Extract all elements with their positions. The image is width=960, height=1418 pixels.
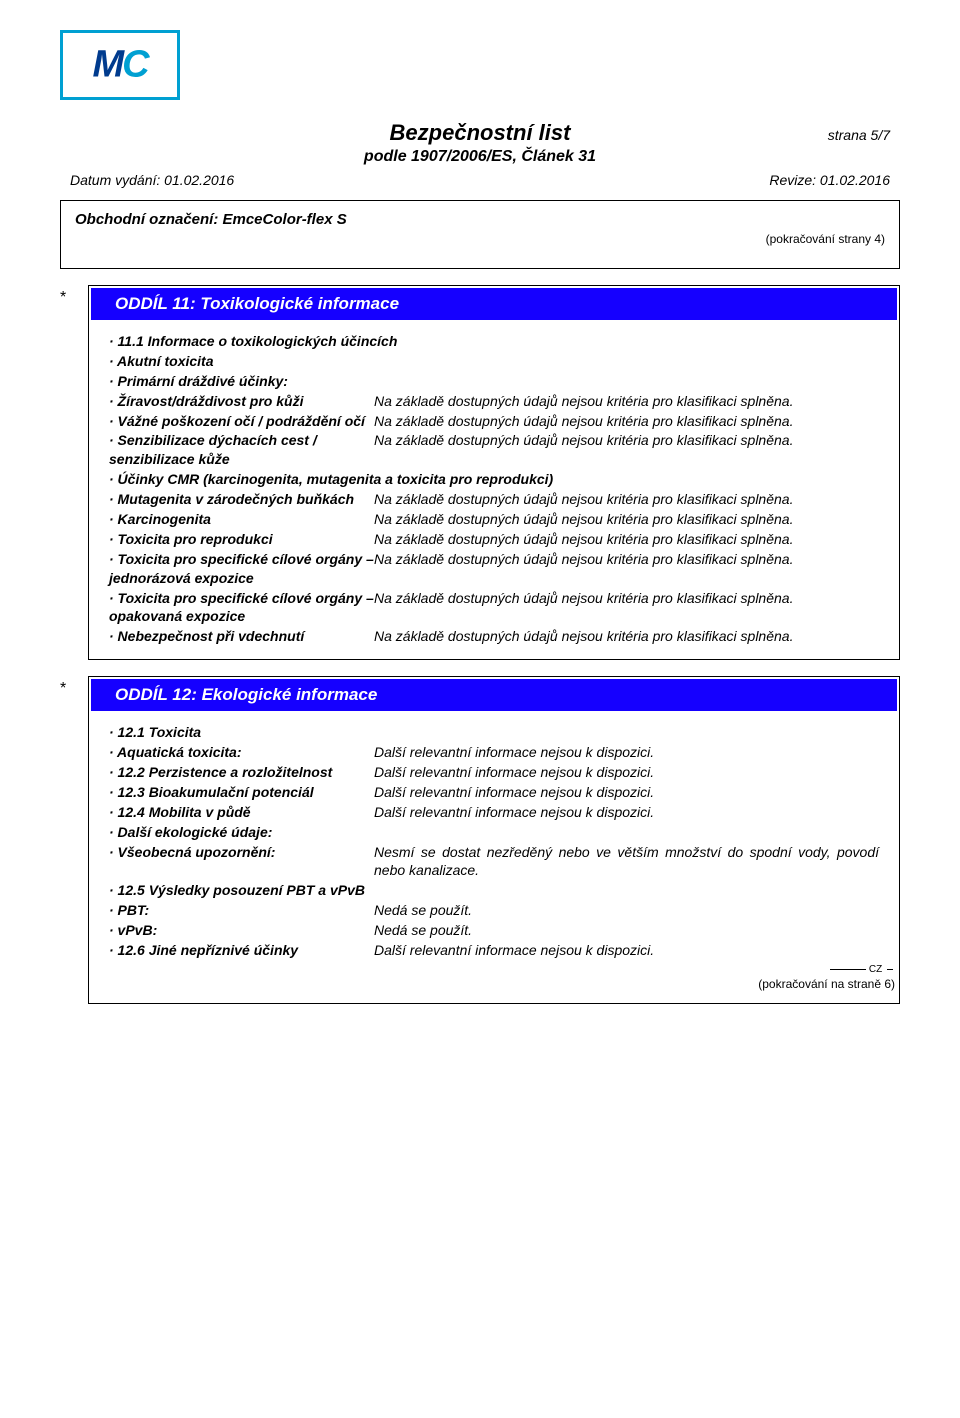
continuation-from: (pokračování strany 4)	[75, 232, 885, 246]
property-row: · Toxicita pro reprodukciNa základě dost…	[109, 530, 879, 549]
section-12-box: ODDÍL 12: Ekologické informace · 12.1 To…	[88, 676, 900, 1004]
property-label: · Žíravost/dráždivost pro kůži	[109, 392, 374, 411]
property-row: · 12.3 Bioakumulační potenciálDalší rele…	[109, 783, 879, 802]
issue-date: Datum vydání: 01.02.2016	[70, 172, 234, 188]
property-label: · Akutní toxicita	[109, 352, 214, 371]
property-row: · Senzibilizace dýchacích cest / senzibi…	[109, 431, 879, 469]
cz-tag: CZ	[89, 964, 899, 975]
property-row: · Toxicita pro specifické cílové orgány …	[109, 589, 879, 627]
property-value: Další relevantní informace nejsou k disp…	[374, 763, 879, 782]
property-value: Na základě dostupných údajů nejsou krité…	[374, 589, 879, 608]
property-value: Nesmí se dostat nezředěný nebo ve větším…	[374, 843, 879, 881]
section-12-asterisk: *	[60, 676, 88, 698]
property-label: · Toxicita pro specifické cílové orgány …	[109, 550, 374, 588]
property-value: Další relevantní informace nejsou k disp…	[374, 783, 879, 802]
logo: MC	[60, 30, 180, 100]
property-value: Další relevantní informace nejsou k disp…	[374, 803, 879, 822]
property-label: · Toxicita pro specifické cílové orgány …	[109, 589, 374, 627]
property-row: · Účinky CMR (karcinogenita, mutagenita …	[109, 470, 879, 489]
logo-text: MC	[92, 44, 147, 87]
property-value: Na základě dostupných údajů nejsou krité…	[374, 550, 879, 569]
section-11-body: · 11.1 Informace o toxikologických účinc…	[89, 322, 899, 646]
property-label: · 12.2 Perzistence a rozložitelnost	[109, 763, 374, 782]
property-row: · KarcinogenitaNa základě dostupných úda…	[109, 510, 879, 529]
property-value: Nedá se použít.	[374, 921, 879, 940]
property-value: Na základě dostupných údajů nejsou krité…	[374, 510, 879, 529]
property-row: · Všeobecná upozornění:Nesmí se dostat n…	[109, 843, 879, 881]
property-label: · Karcinogenita	[109, 510, 374, 529]
property-label: · Primární dráždivé účinky:	[109, 372, 288, 391]
property-label: · Senzibilizace dýchacích cest / senzibi…	[109, 431, 374, 469]
date-row: Datum vydání: 01.02.2016 Revize: 01.02.2…	[60, 172, 900, 188]
property-label: · 12.4 Mobilita v půdě	[109, 803, 374, 822]
property-label: · Další ekologické údaje:	[109, 823, 272, 842]
property-row: · Akutní toxicita	[109, 352, 879, 371]
property-value: Na základě dostupných údajů nejsou krité…	[374, 412, 879, 431]
property-value: Na základě dostupných údajů nejsou krité…	[374, 627, 879, 646]
section-11-wrap: * ODDÍL 11: Toxikologické informace · 11…	[60, 285, 900, 660]
section-12-wrap: * ODDÍL 12: Ekologické informace · 12.1 …	[60, 676, 900, 1004]
section-11-asterisk: *	[60, 285, 88, 307]
property-row: · 12.6 Jiné nepříznivé účinkyDalší relev…	[109, 941, 879, 960]
revision-date: Revize: 01.02.2016	[769, 172, 890, 188]
property-label: · Mutagenita v zárodečných buňkách	[109, 490, 374, 509]
property-value: Další relevantní informace nejsou k disp…	[374, 941, 879, 960]
property-row: · Nebezpečnost při vdechnutíNa základě d…	[109, 627, 879, 646]
property-row: · Toxicita pro specifické cílové orgány …	[109, 550, 879, 588]
page-number: strana 5/7	[800, 127, 890, 143]
property-row: · Mutagenita v zárodečných buňkáchNa zák…	[109, 490, 879, 509]
page: MC Bezpečnostní list strana 5/7 podle 19…	[0, 0, 960, 1044]
property-value: Nedá se použít.	[374, 901, 879, 920]
property-value: Další relevantní informace nejsou k disp…	[374, 743, 879, 762]
property-row: · 12.5 Výsledky posouzení PBT a vPvB	[109, 881, 879, 900]
property-label: · 12.6 Jiné nepříznivé účinky	[109, 941, 374, 960]
property-label: · 12.1 Toxicita	[109, 723, 201, 742]
section-11-box: ODDÍL 11: Toxikologické informace · 11.1…	[88, 285, 900, 660]
property-row: · 12.1 Toxicita	[109, 723, 879, 742]
property-label: · Nebezpečnost při vdechnutí	[109, 627, 374, 646]
property-label: · 12.3 Bioakumulační potenciál	[109, 783, 374, 802]
header: Bezpečnostní list strana 5/7 podle 1907/…	[60, 120, 900, 166]
property-label: · Účinky CMR (karcinogenita, mutagenita …	[109, 470, 553, 489]
property-row: · 11.1 Informace o toxikologických účinc…	[109, 332, 879, 351]
doc-title: Bezpečnostní list	[160, 120, 800, 146]
property-label: · Toxicita pro reprodukci	[109, 530, 374, 549]
property-row: · 12.2 Perzistence a rozložitelnostDalší…	[109, 763, 879, 782]
property-row: · Další ekologické údaje:	[109, 823, 879, 842]
property-row: · vPvB:Nedá se použít.	[109, 921, 879, 940]
property-label: · Všeobecná upozornění:	[109, 843, 374, 862]
property-label: · PBT:	[109, 901, 374, 920]
property-label: · 11.1 Informace o toxikologických účinc…	[109, 332, 397, 351]
property-label: · 12.5 Výsledky posouzení PBT a vPvB	[109, 881, 365, 900]
property-value: Na základě dostupných údajů nejsou krité…	[374, 431, 879, 450]
property-value: Na základě dostupných údajů nejsou krité…	[374, 530, 879, 549]
property-value: Na základě dostupných údajů nejsou krité…	[374, 490, 879, 509]
property-label: · vPvB:	[109, 921, 374, 940]
continuation-next: (pokračování na straně 6)	[89, 977, 899, 991]
property-row: · Aquatická toxicita:Další relevantní in…	[109, 743, 879, 762]
section-11-header: ODDÍL 11: Toxikologické informace	[91, 288, 897, 320]
property-label: · Aquatická toxicita:	[109, 743, 374, 762]
section-12-header: ODDÍL 12: Ekologické informace	[91, 679, 897, 711]
property-row: · Žíravost/dráždivost pro kůžiNa základě…	[109, 392, 879, 411]
product-box: Obchodní označení: EmceColor-flex S (pok…	[60, 200, 900, 269]
doc-subtitle: podle 1907/2006/ES, Článek 31	[70, 148, 890, 166]
property-row: · Vážné poškození očí / podráždění očíNa…	[109, 412, 879, 431]
property-row: · PBT:Nedá se použít.	[109, 901, 879, 920]
property-row: · Primární dráždivé účinky:	[109, 372, 879, 391]
section-12-body: · 12.1 Toxicita· Aquatická toxicita:Dalš…	[89, 713, 899, 960]
product-label: Obchodní označení: EmceColor-flex S	[75, 211, 885, 228]
property-value: Na základě dostupných údajů nejsou krité…	[374, 392, 879, 411]
property-row: · 12.4 Mobilita v půděDalší relevantní i…	[109, 803, 879, 822]
property-label: · Vážné poškození očí / podráždění očí	[109, 412, 374, 431]
